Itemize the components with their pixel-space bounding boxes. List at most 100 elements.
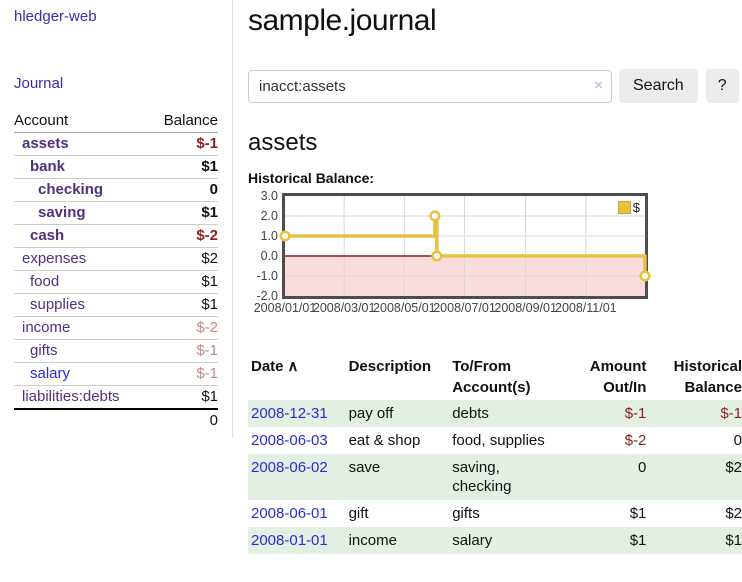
transaction-date-link[interactable]: 2008-06-01 [251, 505, 328, 522]
transaction-date-link[interactable]: 2008-01-01 [251, 532, 328, 549]
account-balance: $1 [148, 385, 218, 410]
register-row: 2008-06-02 save saving, checking 0 $2 [248, 454, 742, 500]
search-bar: × Search ? [248, 69, 742, 103]
transaction-accounts: food, supplies [452, 432, 545, 449]
transaction-balance: $-1 [720, 405, 742, 422]
account-heading: assets [248, 129, 318, 156]
transaction-amount: $1 [629, 532, 647, 549]
sidebar-item-journal[interactable]: Journal [14, 75, 64, 92]
brand-link[interactable]: hledger-web [14, 8, 97, 25]
historical-balance-chart: 3.0 2.0 1.0 0.0 -1.0 -2.0 $ 2008/01/01 2008/03… [248, 189, 742, 317]
y-tick-label: -1.0 [256, 269, 278, 283]
account-row: expenses $2 [14, 247, 218, 271]
clear-search-icon[interactable]: × [594, 76, 603, 94]
chart-y-axis-labels: 3.0 2.0 1.0 0.0 -1.0 -2.0 [248, 189, 278, 303]
sidebar: hledger-web Journal Account Balance asse… [0, 0, 232, 432]
x-tick-label: 2008/03/01 [312, 301, 376, 315]
account-link[interactable]: assets [22, 135, 69, 152]
account-balance: $1 [148, 293, 218, 317]
account-row: bank $1 [14, 155, 218, 179]
account-link[interactable]: expenses [22, 250, 87, 267]
help-button[interactable]: ? [705, 69, 739, 103]
account-link[interactable]: income [22, 319, 71, 336]
accounts-total-row: 0 [14, 408, 218, 432]
account-balance: $-1 [148, 132, 218, 156]
transaction-description: pay off [348, 405, 394, 422]
chart-x-axis-labels: 2008/01/01 2008/03/01 2008/05/01 2008/07/01… [254, 301, 648, 317]
account-balance: $1 [148, 155, 218, 179]
y-tick-label: -2.0 [256, 289, 278, 303]
account-row: supplies $1 [14, 293, 218, 317]
accounts-header-row: Account Balance [14, 110, 218, 133]
account-link[interactable]: checking [38, 181, 104, 198]
x-tick-label: 2008/11/01 [554, 301, 617, 315]
sidebar-accounts-body: assets $-1 bank $1 checking 0 saving $1 cash $-2 e… [14, 132, 218, 432]
account-row: liabilities:debts $1 [14, 385, 218, 410]
legend-label: $ [632, 200, 640, 215]
transaction-date-link[interactable]: 2008-06-03 [251, 432, 328, 449]
x-tick-label: 2008/01/01 [253, 301, 317, 315]
account-row: cash $-2 [14, 224, 218, 248]
account-row: gifts $-1 [14, 339, 218, 363]
account-balance: $-1 [148, 339, 218, 363]
account-balance: $-2 [148, 316, 218, 340]
account-row: salary $-1 [14, 362, 218, 386]
transaction-date-link[interactable]: 2008-06-02 [251, 459, 328, 476]
account-link[interactable]: gifts [30, 342, 58, 359]
x-tick-label: 2008/07/01 [433, 301, 496, 315]
transaction-balance: 0 [733, 432, 742, 449]
sort-ascending-icon: ∧ [287, 358, 299, 375]
register-header-accounts: To/From Account(s) [452, 358, 531, 396]
account-link[interactable]: food [30, 273, 60, 290]
register-row: 2008-12-31 pay off debts $-1 $-1 [248, 400, 742, 427]
register-row: 2008-06-01 gift gifts $1 $2 [248, 500, 742, 527]
transaction-accounts: gifts [452, 505, 480, 522]
x-tick-label: 2008/05/01 [373, 301, 436, 315]
search-input[interactable] [248, 69, 612, 103]
chart-plot-area: $ [279, 193, 651, 299]
y-tick-label: 3.0 [260, 189, 278, 203]
register-header-description: Description [348, 358, 432, 375]
account-balance: $1 [148, 270, 218, 294]
main-content: sample.journal × Search ? assets Histori… [248, 0, 742, 554]
account-balance: $-2 [148, 224, 218, 248]
y-tick-label: 0.0 [260, 249, 278, 263]
transaction-description: income [348, 532, 397, 549]
register-table: Date ∧ Description To/From Account(s) Amo… [248, 354, 742, 554]
transaction-accounts: salary [452, 532, 493, 549]
register-header-amount: Amount Out/In [589, 358, 647, 396]
transaction-description: gift [348, 505, 369, 522]
transaction-description: save [348, 459, 381, 476]
register-body: 2008-12-31 pay off debts $-1 $-1 2008-06-03 ea… [248, 400, 742, 554]
legend-swatch-icon [617, 201, 631, 214]
register-row: 2008-06-03 eat & shop food, supplies $-2 0 [248, 427, 742, 454]
account-row: food $1 [14, 270, 218, 294]
account-link[interactable]: bank [30, 158, 66, 175]
transaction-balance: $2 [725, 459, 742, 476]
account-row: saving $1 [14, 201, 218, 225]
search-button[interactable]: Search [619, 69, 698, 103]
account-link[interactable]: supplies [30, 296, 86, 313]
account-link[interactable]: salary [30, 365, 71, 382]
account-balance: $-1 [148, 362, 218, 386]
account-balance: $1 [148, 201, 218, 225]
account-balance: $2 [148, 247, 218, 271]
chart-legend: $ [617, 200, 640, 215]
transaction-date-link[interactable]: 2008-12-31 [251, 405, 328, 422]
accounts-total-balance: 0 [148, 408, 218, 432]
transaction-amount: $-1 [624, 405, 647, 422]
register-header-date[interactable]: Date ∧ [251, 358, 299, 375]
account-link[interactable]: saving [38, 204, 86, 221]
accounts-table: Account Balance assets $-1 bank $1 checking 0… [14, 110, 218, 432]
register-header-row: Date ∧ Description To/From Account(s) Amo… [248, 354, 742, 400]
transaction-amount: $1 [629, 505, 647, 522]
chart-canvas [279, 196, 651, 296]
transaction-amount: $-2 [624, 432, 647, 449]
transaction-description: eat & shop [348, 432, 421, 449]
account-link[interactable]: liabilities:debts [22, 388, 120, 405]
x-tick-label: 2008/09/01 [494, 301, 557, 315]
sidebar-divider [232, 0, 233, 438]
y-tick-label: 1.0 [260, 229, 278, 243]
account-link[interactable]: cash [30, 227, 65, 244]
